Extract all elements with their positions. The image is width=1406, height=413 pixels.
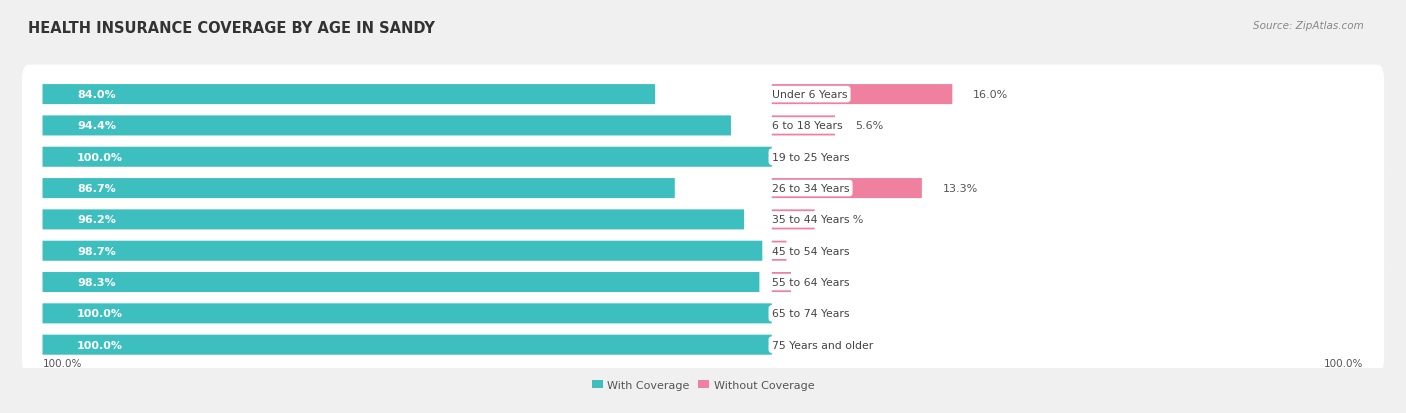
Text: 13.3%: 13.3% [942, 184, 977, 194]
Text: 98.3%: 98.3% [77, 278, 115, 287]
FancyBboxPatch shape [42, 178, 675, 199]
Text: 55 to 64 Years: 55 to 64 Years [772, 278, 849, 287]
FancyBboxPatch shape [42, 147, 772, 167]
FancyBboxPatch shape [42, 272, 759, 292]
Text: 0.0%: 0.0% [793, 309, 821, 318]
FancyBboxPatch shape [42, 241, 762, 261]
Text: 100.0%: 100.0% [42, 358, 82, 368]
FancyBboxPatch shape [22, 159, 1384, 218]
FancyBboxPatch shape [22, 222, 1384, 280]
Text: 5.6%: 5.6% [856, 121, 884, 131]
Text: 100.0%: 100.0% [77, 152, 122, 162]
FancyBboxPatch shape [22, 128, 1384, 187]
Text: 16.0%: 16.0% [973, 90, 1008, 100]
Text: 100.0%: 100.0% [1324, 358, 1364, 368]
Text: 19 to 25 Years: 19 to 25 Years [772, 152, 849, 162]
FancyBboxPatch shape [42, 85, 655, 105]
Text: Source: ZipAtlas.com: Source: ZipAtlas.com [1253, 21, 1364, 31]
Text: 65 to 74 Years: 65 to 74 Years [772, 309, 849, 318]
FancyBboxPatch shape [22, 253, 1384, 312]
Text: 0.0%: 0.0% [793, 152, 821, 162]
Text: 3.8%: 3.8% [835, 215, 863, 225]
Text: 100.0%: 100.0% [77, 309, 122, 318]
Text: Under 6 Years: Under 6 Years [772, 90, 848, 100]
Text: 26 to 34 Years: 26 to 34 Years [772, 184, 849, 194]
Text: 98.7%: 98.7% [77, 246, 115, 256]
FancyBboxPatch shape [22, 284, 1384, 343]
FancyBboxPatch shape [22, 97, 1384, 155]
FancyBboxPatch shape [772, 272, 792, 292]
Text: 0.0%: 0.0% [793, 340, 821, 350]
FancyBboxPatch shape [22, 66, 1384, 124]
Text: 35 to 44 Years: 35 to 44 Years [772, 215, 849, 225]
FancyBboxPatch shape [42, 304, 772, 324]
Text: 84.0%: 84.0% [77, 90, 115, 100]
FancyBboxPatch shape [772, 178, 922, 199]
Text: 100.0%: 100.0% [77, 340, 122, 350]
Text: 1.7%: 1.7% [811, 278, 839, 287]
Text: 96.2%: 96.2% [77, 215, 115, 225]
Legend: With Coverage, Without Coverage: With Coverage, Without Coverage [592, 380, 814, 390]
FancyBboxPatch shape [22, 316, 1384, 374]
Text: 86.7%: 86.7% [77, 184, 115, 194]
Text: 75 Years and older: 75 Years and older [772, 340, 873, 350]
Text: 1.3%: 1.3% [807, 246, 835, 256]
FancyBboxPatch shape [772, 85, 952, 105]
Text: HEALTH INSURANCE COVERAGE BY AGE IN SANDY: HEALTH INSURANCE COVERAGE BY AGE IN SAND… [28, 21, 434, 36]
Text: 94.4%: 94.4% [77, 121, 115, 131]
Text: 6 to 18 Years: 6 to 18 Years [772, 121, 842, 131]
FancyBboxPatch shape [42, 210, 744, 230]
FancyBboxPatch shape [772, 210, 814, 230]
FancyBboxPatch shape [772, 116, 835, 136]
FancyBboxPatch shape [22, 190, 1384, 249]
FancyBboxPatch shape [42, 116, 731, 136]
FancyBboxPatch shape [42, 335, 772, 355]
FancyBboxPatch shape [772, 241, 786, 261]
Text: 45 to 54 Years: 45 to 54 Years [772, 246, 849, 256]
